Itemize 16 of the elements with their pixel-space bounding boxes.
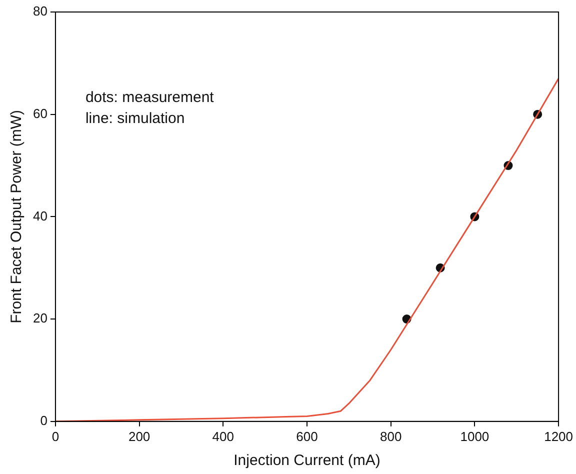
y-tick-label: 40 bbox=[32, 208, 48, 224]
x-tick-label: 800 bbox=[380, 428, 402, 444]
annotation: line: simulation bbox=[85, 110, 185, 127]
y-tick-label: 20 bbox=[32, 310, 48, 326]
annotation: dots: measurement bbox=[85, 89, 215, 106]
y-tick-label: 80 bbox=[32, 4, 48, 19]
x-tick-label: 1000 bbox=[460, 428, 490, 444]
y-tick-label: 60 bbox=[32, 106, 48, 121]
y-tick-label: 0 bbox=[40, 412, 48, 428]
x-tick-label: 600 bbox=[296, 428, 318, 444]
x-tick-label: 200 bbox=[128, 428, 150, 444]
x-axis-title: Injection Current (mA) bbox=[234, 452, 380, 470]
x-tick-label: 400 bbox=[212, 428, 234, 444]
x-tick-label: 0 bbox=[52, 428, 60, 444]
x-tick-label: 1200 bbox=[544, 428, 573, 444]
y-axis-title: Front Facet Output Power (mW) bbox=[8, 110, 26, 324]
